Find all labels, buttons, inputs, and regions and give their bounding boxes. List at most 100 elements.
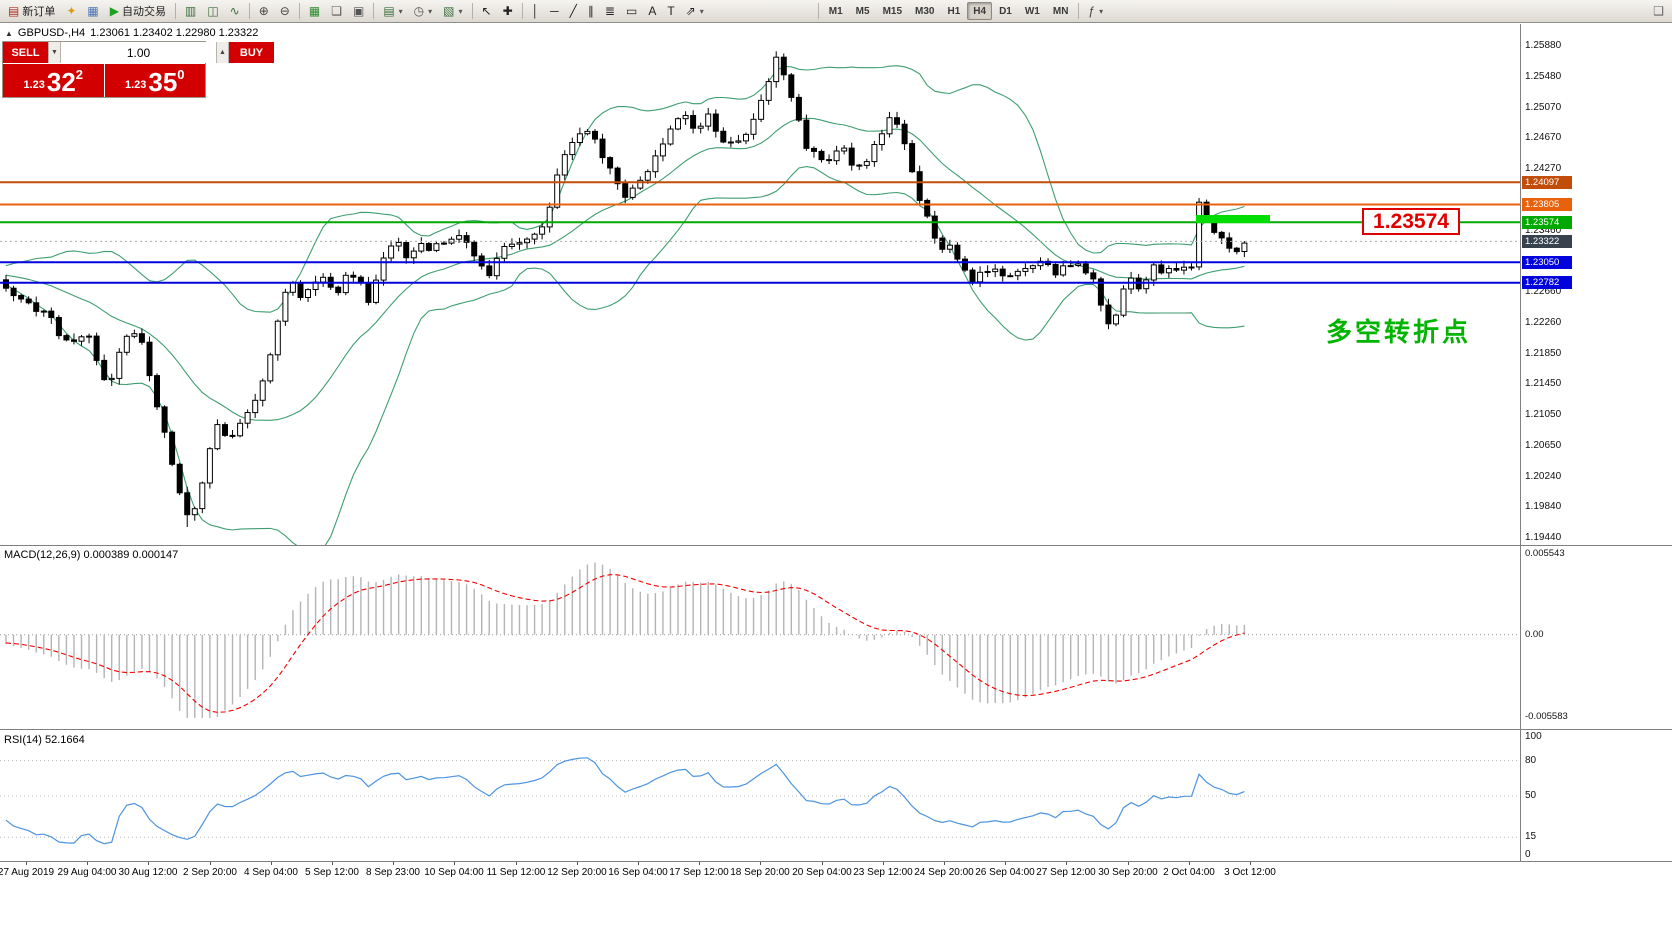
timeframe-button-m5[interactable]: M5 bbox=[855, 5, 870, 17]
timeframe-button-h1[interactable]: H1 bbox=[947, 5, 961, 17]
chevron-down-icon: ▾ bbox=[699, 6, 704, 16]
timeframe-button-d1[interactable]: D1 bbox=[999, 5, 1012, 17]
indicator-list-icon: ƒ bbox=[1088, 4, 1096, 18]
indicator-list-button[interactable]: ƒ ▾ bbox=[1083, 2, 1108, 21]
price-tag-1.24097: 1.24097 bbox=[1522, 176, 1572, 189]
channel-button[interactable]: ∥ bbox=[583, 2, 599, 21]
toolbar-separator bbox=[521, 3, 523, 19]
date-tick bbox=[577, 862, 578, 865]
timeframe-button-m1[interactable]: M1 bbox=[828, 5, 843, 17]
chevron-down-icon: ▾ bbox=[398, 6, 403, 16]
date-label: 2 Oct 04:00 bbox=[1163, 867, 1215, 878]
date-label: 27 Aug 2019 bbox=[0, 867, 55, 878]
profiles-button[interactable]: ◷ ▾ bbox=[409, 2, 438, 21]
cascade-windows-button[interactable]: ❏ bbox=[326, 2, 347, 21]
fibonacci-button[interactable]: ≣ bbox=[600, 2, 620, 21]
date-tick bbox=[26, 862, 27, 865]
timeframe-button-m15[interactable]: M15 bbox=[882, 5, 903, 17]
toolbar-separator bbox=[298, 3, 300, 19]
candlestick-chart-button[interactable]: ◫ bbox=[202, 2, 223, 21]
price-callout[interactable]: 1.23574 bbox=[1362, 208, 1460, 235]
date-label: 11 Sep 12:00 bbox=[486, 867, 546, 878]
community-button[interactable]: ❑ bbox=[1648, 2, 1669, 21]
cursor-button[interactable]: ↖ bbox=[477, 2, 497, 21]
date-label: 4 Sep 04:00 bbox=[244, 867, 298, 878]
date-tick bbox=[1066, 862, 1067, 865]
zoom-out-button[interactable]: ⊖ bbox=[275, 2, 295, 21]
panel-divider[interactable] bbox=[0, 861, 1672, 862]
chart-settings-button[interactable]: ▧ ▾ bbox=[438, 2, 467, 21]
vertical-line-button[interactable]: │ bbox=[527, 2, 545, 21]
symbol-info: ▲ GBPUSD-,H4 1.23061 1.23402 1.22980 1.2… bbox=[5, 27, 258, 39]
new-order-button[interactable]: ▤ 新订单 bbox=[3, 2, 60, 21]
date-label: 30 Sep 20:00 bbox=[1098, 867, 1158, 878]
buy-button[interactable]: BUY bbox=[229, 42, 274, 63]
chevron-down-icon: ▾ bbox=[458, 6, 463, 16]
metaeditor-button[interactable]: ✦ bbox=[61, 2, 81, 21]
new-chart-button[interactable]: ▤ ▾ bbox=[378, 2, 407, 21]
chart-annotation[interactable]: 多空转折点 bbox=[1326, 317, 1472, 347]
autotrading-button-label: 自动交易 bbox=[121, 6, 166, 18]
text-label-button[interactable]: T bbox=[662, 2, 679, 21]
buy-price-button[interactable]: 1.23 35 0 bbox=[104, 64, 205, 97]
horizontal-line-button[interactable]: ─ bbox=[545, 2, 564, 21]
toolbar-separator bbox=[1078, 3, 1080, 19]
volume-input[interactable] bbox=[61, 42, 216, 63]
rsi-scale-80: 80 bbox=[1525, 755, 1537, 766]
candles-layer bbox=[3, 51, 1248, 527]
triangle-down-icon: ▼ bbox=[51, 49, 58, 56]
macd-scale-bottom: -0.005583 bbox=[1525, 711, 1568, 722]
macd-label: MACD(12,26,9) 0.000389 0.000147 bbox=[4, 549, 179, 561]
timeframe-button-w1[interactable]: W1 bbox=[1024, 5, 1040, 17]
toolbar-separator bbox=[471, 3, 473, 19]
tile-windows-button[interactable]: ▦ bbox=[304, 2, 325, 21]
sell-price-button[interactable]: 1.23 32 2 bbox=[3, 64, 104, 97]
macd-canvas[interactable] bbox=[0, 546, 1520, 729]
autotrading-button[interactable]: ▶ 自动交易 bbox=[105, 2, 171, 21]
highlight-bar[interactable] bbox=[1196, 215, 1270, 223]
arrows-button[interactable]: ⇗ ▾ bbox=[681, 2, 709, 21]
sell-button[interactable]: SELL bbox=[3, 42, 48, 63]
trendline-button[interactable]: ╱ bbox=[565, 2, 582, 21]
zoom-in-button[interactable]: ⊕ bbox=[254, 2, 274, 21]
date-label: 12 Sep 20:00 bbox=[547, 867, 607, 878]
buy-price-sup: 0 bbox=[177, 67, 185, 82]
zoom-out-icon: ⊖ bbox=[279, 4, 290, 18]
date-axis[interactable]: 27 Aug 2019 29 Aug 04:00 30 Aug 12:00 2 Sep… bbox=[0, 862, 1672, 882]
price-tick: 1.25480 bbox=[1525, 71, 1562, 82]
ohlc-values: 1.23061 1.23402 1.22980 1.23322 bbox=[90, 27, 259, 39]
text-button[interactable]: A bbox=[643, 2, 661, 21]
panel-divider[interactable] bbox=[0, 729, 1672, 730]
arrange-windows-button[interactable]: ▣ bbox=[348, 2, 369, 21]
timeframe-button-h4[interactable]: H4 bbox=[967, 2, 993, 20]
panel-divider[interactable] bbox=[0, 545, 1672, 546]
crosshair-button[interactable]: ✚ bbox=[498, 2, 518, 21]
date-tick bbox=[699, 862, 700, 865]
volume-up-button[interactable]: ▲ bbox=[216, 42, 229, 63]
sell-price-sup: 2 bbox=[75, 67, 84, 82]
main-chart-canvas[interactable] bbox=[0, 24, 1520, 545]
date-tick bbox=[332, 862, 333, 865]
arrows-icon: ⇗ bbox=[685, 4, 696, 18]
shapes-button[interactable]: ▭ bbox=[621, 2, 642, 21]
date-label: 27 Sep 12:00 bbox=[1036, 867, 1096, 878]
cascade-windows-icon: ❏ bbox=[331, 4, 342, 18]
new-order-icon: ▤ bbox=[8, 4, 20, 18]
vertical-line-icon: │ bbox=[531, 4, 540, 18]
timeframe-button-m30[interactable]: M30 bbox=[915, 5, 935, 17]
timeframe-button-mn[interactable]: MN bbox=[1052, 5, 1069, 17]
price-tick: 1.21050 bbox=[1525, 409, 1562, 420]
volume-down-button[interactable]: ▼ bbox=[48, 42, 61, 63]
price-scale[interactable]: 0.005543 0.00 -0.005583 1.25880 1.25480 1.… bbox=[1520, 24, 1672, 862]
rsi-canvas[interactable] bbox=[0, 731, 1520, 861]
line-chart-button[interactable]: ∿ bbox=[225, 2, 245, 21]
price-tick: 1.20240 bbox=[1525, 471, 1562, 482]
bar-chart-button[interactable]: ▥ bbox=[180, 2, 201, 21]
macd-histogram bbox=[5, 562, 1246, 718]
market-watch-button[interactable]: ▦ bbox=[82, 2, 103, 21]
date-tick bbox=[1189, 862, 1190, 865]
macd-signal-line bbox=[5, 574, 1245, 713]
shapes-icon: ▭ bbox=[625, 4, 638, 18]
date-label: 29 Aug 04:00 bbox=[57, 867, 117, 878]
